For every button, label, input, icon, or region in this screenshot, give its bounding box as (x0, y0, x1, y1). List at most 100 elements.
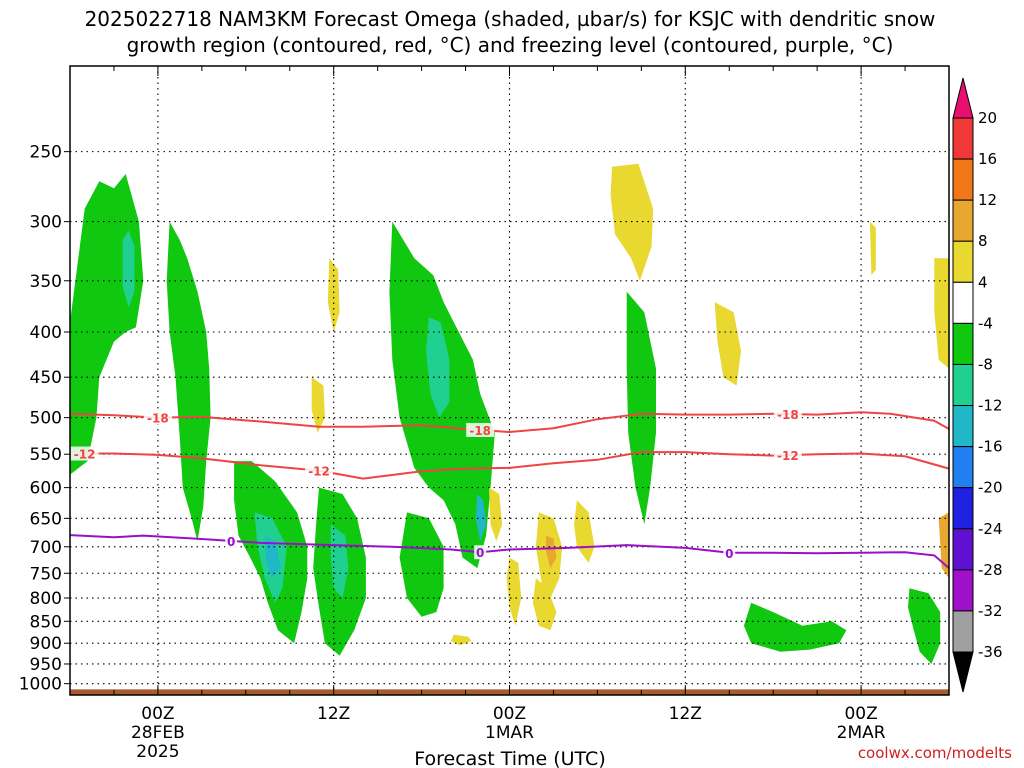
colorbar-bin-11 (952, 569, 974, 612)
colorbar-bin-7 (952, 405, 974, 448)
omega-region-23 (450, 634, 472, 646)
colorbar-bin-10 (952, 528, 974, 571)
contour-label-bg (466, 422, 495, 437)
colorbar-label-4: 4 (978, 273, 988, 291)
colorbar-label-11: -28 (978, 561, 1003, 579)
y-tick-label-750: 750 (30, 564, 62, 584)
x-tick-label-4: 00Z (844, 704, 877, 724)
y-tick-label-850: 850 (30, 612, 62, 632)
contour-label--18: -18 (777, 408, 799, 422)
contour-label--12: -12 (308, 465, 330, 479)
omega-region-10 (475, 494, 487, 542)
x-tick-label-2: 00Z (493, 704, 526, 724)
y-tick-label-900: 900 (30, 634, 62, 654)
omega-region-14 (908, 588, 941, 664)
contour-label-bg (225, 533, 238, 548)
colorbar-label-5: -4 (978, 314, 993, 332)
colorbar-bin-9 (952, 487, 974, 530)
contour-layer: -18 -18 -18 -12 -12 -12 0 0 0 (70, 407, 949, 569)
omega-shading-layer (70, 163, 949, 664)
omega-region-11 (399, 512, 444, 617)
y-tick-label-400: 400 (30, 323, 62, 343)
omega-region-15 (610, 163, 654, 281)
colorbar-bin-0 (952, 117, 974, 160)
contour-line-0 (70, 534, 949, 569)
omega-region-16 (714, 302, 741, 386)
colorbar-label-12: -32 (978, 602, 1003, 620)
contour-label-0: 0 (476, 546, 484, 560)
contour-label-0: 0 (227, 535, 235, 549)
x-tick-sublabel-4-0: 2MAR (837, 723, 886, 743)
y-tick-label-600: 600 (30, 479, 62, 499)
omega-region-26 (869, 221, 876, 276)
colorbar-bin-6 (952, 363, 974, 407)
y-tick-label-800: 800 (30, 589, 62, 609)
colorbar-label-2: 12 (978, 191, 997, 209)
omega-region-1 (122, 230, 135, 308)
y-tick-label-650: 650 (30, 509, 62, 529)
x-tick-sublabel-2-0: 1MAR (485, 723, 534, 743)
contour-label--18: -18 (469, 424, 491, 438)
colorbar-label-3: 8 (978, 232, 988, 250)
y-tick-label-700: 700 (30, 538, 62, 558)
omega-region-28 (938, 512, 949, 579)
colorbar-arrow-bottom (952, 651, 974, 693)
omega-region-13 (743, 602, 847, 652)
x-tick-label-1: 12Z (317, 704, 350, 724)
omega-region-19 (506, 557, 522, 626)
colorbar-label-8: -16 (978, 438, 1003, 456)
colorbar: 20 16 12 8 4 -4 -8 -12 -16 -20 -24 -28 -32 -36 (952, 77, 1003, 693)
colorbar-bin-2 (952, 199, 974, 242)
contour-line--12 (70, 451, 949, 480)
contour-label-bg (723, 545, 736, 560)
omega-region-22 (574, 500, 595, 563)
x-tick-sublabel-0-0: 28FEB (131, 723, 185, 743)
contour-label-bg (70, 446, 99, 461)
y-tick-label-250: 250 (30, 143, 62, 163)
y-tick-label-550: 550 (30, 445, 62, 465)
omega-region-27 (934, 258, 949, 369)
y-tick-label-500: 500 (30, 409, 62, 429)
y-tick-label-950: 950 (30, 655, 62, 675)
omega-region-24 (327, 258, 340, 332)
contour-label-bg (474, 545, 487, 560)
y-tick-label-350: 350 (30, 272, 62, 292)
colorbar-label-9: -20 (978, 479, 1003, 497)
chart-title-line2: growth region (contoured, red, °C) and f… (127, 33, 894, 57)
omega-region-0 (70, 174, 144, 475)
colorbar-label-7: -12 (978, 397, 1003, 415)
colorbar-label-6: -8 (978, 355, 993, 373)
omega-region-9 (426, 317, 450, 418)
colorbar-bin-12 (952, 610, 974, 653)
omega-region-25 (311, 377, 325, 433)
omega-region-7 (330, 524, 349, 598)
omega-region-21 (489, 487, 503, 542)
y-tick-label-450: 450 (30, 368, 62, 388)
contour-line--18 (70, 411, 949, 434)
colorbar-bin-5 (952, 322, 974, 365)
contour-label--12: -12 (777, 449, 799, 463)
chart-title-line1: 2025022718 NAM3KM Forecast Omega (shaded… (85, 7, 936, 31)
colorbar-bin-4 (952, 281, 974, 324)
y-axis: 2503003504004505005506006507007508008509… (19, 143, 70, 695)
contour-label-bg (773, 407, 802, 422)
y-tick-label-300: 300 (30, 213, 62, 233)
contour-label-bg (143, 410, 172, 425)
colorbar-label-1: 16 (978, 150, 997, 168)
colorbar-bin-8 (952, 446, 974, 489)
contour-label--18: -18 (147, 412, 169, 426)
colorbar-label-10: -24 (978, 520, 1003, 538)
contour-label-bg (305, 463, 334, 478)
omega-region-18 (546, 535, 557, 569)
contour-label-0: 0 (725, 547, 733, 561)
credit-link[interactable]: coolwx.com/modelts (858, 744, 1012, 762)
colorbar-bin-1 (952, 158, 974, 201)
x-tick-label-0: 00Z (141, 704, 174, 724)
omega-region-12 (626, 291, 656, 525)
colorbar-arrow-top (952, 77, 974, 119)
omega-region-2 (166, 221, 211, 542)
omega-region-20 (532, 578, 557, 631)
x-tick-sublabel-0-1: 2025 (136, 742, 179, 762)
